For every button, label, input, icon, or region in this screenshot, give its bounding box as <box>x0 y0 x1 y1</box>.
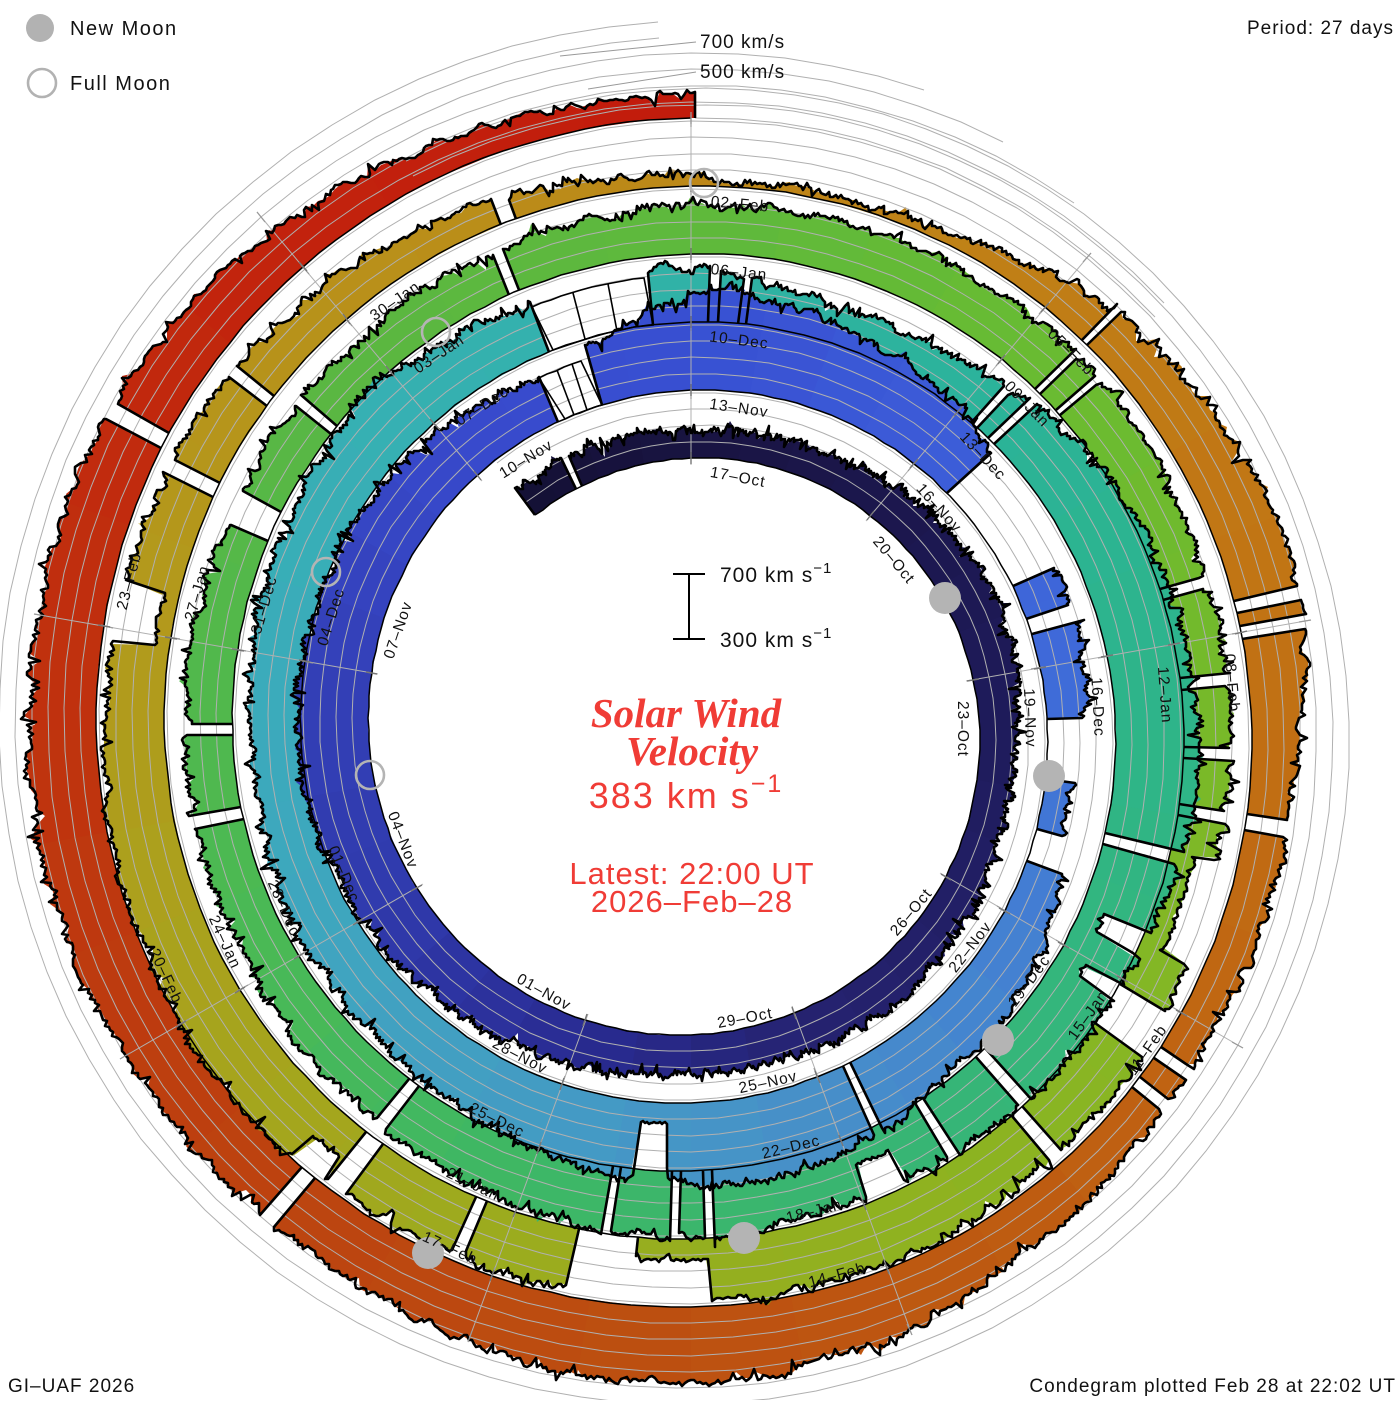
svg-text:300 km s−1: 300 km s−1 <box>720 625 832 652</box>
svg-text:2026–Feb–28: 2026–Feb–28 <box>591 884 793 919</box>
svg-text:700 km s−1: 700 km s−1 <box>720 560 832 587</box>
svg-text:383 km s−1: 383 km s−1 <box>589 770 784 816</box>
svg-text:Velocity: Velocity <box>626 728 759 774</box>
svg-text:08–Feb: 08–Feb <box>1221 653 1243 713</box>
svg-text:02–Feb: 02–Feb <box>710 193 770 215</box>
svg-text:Full Moon: Full Moon <box>70 73 171 95</box>
svg-text:23–Oct: 23–Oct <box>954 701 971 757</box>
svg-text:Condegram plotted Feb 28 at 22: Condegram plotted Feb 28 at 22:02 UT <box>1029 1376 1396 1397</box>
svg-text:06–Jan: 06–Jan <box>710 261 768 284</box>
svg-text:Solar Wind: Solar Wind <box>591 690 782 736</box>
svg-text:16–Dec: 16–Dec <box>1087 677 1107 737</box>
svg-text:New Moon: New Moon <box>70 18 178 40</box>
svg-text:GI–UAF 2026: GI–UAF 2026 <box>8 1376 135 1397</box>
svg-text:Period: 27 days: Period: 27 days <box>1247 18 1394 39</box>
svg-text:19–Nov: 19–Nov <box>1020 688 1039 748</box>
svg-text:12–Jan: 12–Jan <box>1154 666 1175 724</box>
svg-text:Latest: 22:00 UT: Latest: 22:00 UT <box>569 856 814 891</box>
svg-text:700 km/s: 700 km/s <box>700 32 785 53</box>
svg-text:500 km/s: 500 km/s <box>700 62 785 83</box>
